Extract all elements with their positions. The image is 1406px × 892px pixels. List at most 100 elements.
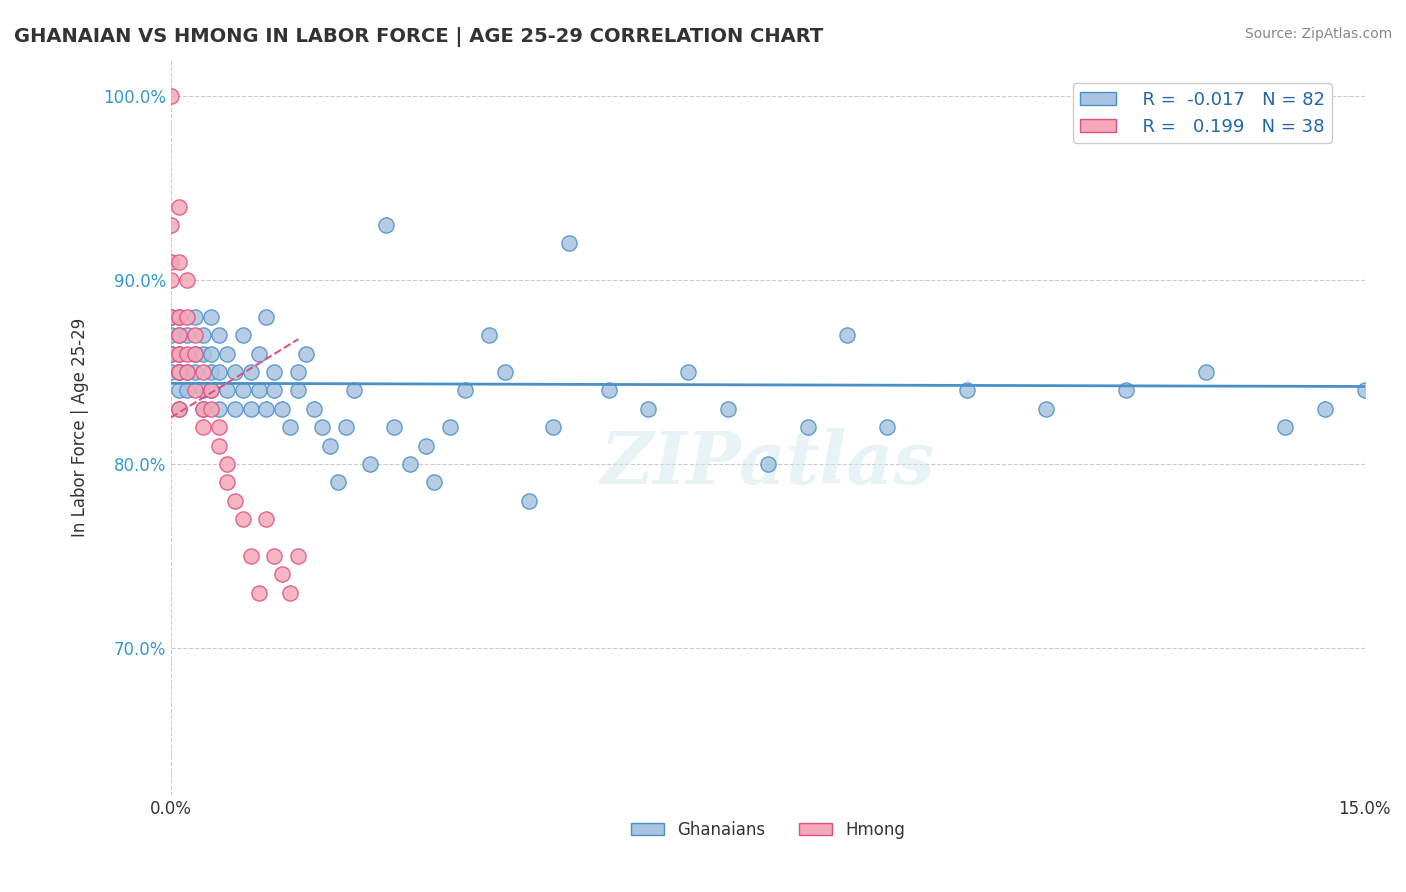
Point xyxy=(335,420,357,434)
Text: Source: ZipAtlas.com: Source: ZipAtlas.com xyxy=(1244,27,1392,41)
Point xyxy=(160,346,183,360)
Point xyxy=(287,384,309,398)
Point xyxy=(167,328,190,343)
Point xyxy=(176,310,198,324)
Point xyxy=(326,475,349,490)
Point xyxy=(287,365,309,379)
Point xyxy=(160,310,183,324)
Point xyxy=(191,328,214,343)
Point xyxy=(398,457,420,471)
Point xyxy=(184,328,207,343)
Point xyxy=(215,384,238,398)
Point xyxy=(200,310,222,324)
Point xyxy=(558,236,581,251)
Point xyxy=(176,273,198,287)
Point xyxy=(215,475,238,490)
Point xyxy=(756,457,779,471)
Point xyxy=(263,384,285,398)
Point xyxy=(167,346,190,360)
Point xyxy=(287,549,309,563)
Point xyxy=(167,310,190,324)
Point xyxy=(224,365,246,379)
Point xyxy=(224,493,246,508)
Point xyxy=(1274,420,1296,434)
Point xyxy=(304,401,326,416)
Point xyxy=(184,310,207,324)
Point xyxy=(160,328,183,343)
Point xyxy=(160,346,183,360)
Point xyxy=(200,346,222,360)
Text: ZIPatlas: ZIPatlas xyxy=(600,428,935,500)
Point xyxy=(454,384,477,398)
Point xyxy=(876,420,898,434)
Point xyxy=(160,346,183,360)
Point xyxy=(167,401,190,416)
Point xyxy=(247,384,270,398)
Point xyxy=(184,346,207,360)
Point xyxy=(280,585,302,599)
Point xyxy=(167,401,190,416)
Point xyxy=(256,401,278,416)
Point xyxy=(678,365,700,379)
Point xyxy=(343,384,366,398)
Point xyxy=(160,365,183,379)
Point xyxy=(232,512,254,526)
Point xyxy=(256,512,278,526)
Point xyxy=(208,401,231,416)
Legend: Ghanaians, Hmong: Ghanaians, Hmong xyxy=(624,814,912,846)
Point xyxy=(239,401,262,416)
Point xyxy=(208,328,231,343)
Point xyxy=(215,346,238,360)
Point xyxy=(176,365,198,379)
Point xyxy=(439,420,461,434)
Y-axis label: In Labor Force | Age 25-29: In Labor Force | Age 25-29 xyxy=(72,318,89,537)
Point xyxy=(160,273,183,287)
Point xyxy=(208,438,231,452)
Point xyxy=(167,365,190,379)
Point xyxy=(160,254,183,268)
Point xyxy=(280,420,302,434)
Point xyxy=(184,365,207,379)
Point xyxy=(478,328,501,343)
Point xyxy=(167,365,190,379)
Point xyxy=(167,310,190,324)
Point xyxy=(319,438,342,452)
Point xyxy=(1313,401,1336,416)
Point xyxy=(184,384,207,398)
Point xyxy=(191,346,214,360)
Point xyxy=(415,438,437,452)
Point xyxy=(494,365,516,379)
Point xyxy=(382,420,405,434)
Point xyxy=(232,384,254,398)
Text: GHANAIAN VS HMONG IN LABOR FORCE | AGE 25-29 CORRELATION CHART: GHANAIAN VS HMONG IN LABOR FORCE | AGE 2… xyxy=(14,27,824,46)
Point xyxy=(256,310,278,324)
Point xyxy=(359,457,381,471)
Point xyxy=(176,384,198,398)
Point xyxy=(176,365,198,379)
Point xyxy=(311,420,333,434)
Point xyxy=(717,401,740,416)
Point xyxy=(422,475,444,490)
Point xyxy=(224,401,246,416)
Point xyxy=(247,346,270,360)
Point xyxy=(1194,365,1216,379)
Point xyxy=(271,567,294,582)
Point xyxy=(208,420,231,434)
Point xyxy=(191,384,214,398)
Point xyxy=(191,401,214,416)
Point xyxy=(374,218,396,232)
Point xyxy=(191,420,214,434)
Point xyxy=(200,365,222,379)
Point xyxy=(167,384,190,398)
Point xyxy=(271,401,294,416)
Point xyxy=(1115,384,1137,398)
Point xyxy=(167,328,190,343)
Point xyxy=(215,457,238,471)
Point xyxy=(1035,401,1057,416)
Point xyxy=(598,384,620,398)
Point xyxy=(160,218,183,232)
Point xyxy=(160,89,183,103)
Point xyxy=(176,328,198,343)
Point xyxy=(200,384,222,398)
Point xyxy=(1354,384,1376,398)
